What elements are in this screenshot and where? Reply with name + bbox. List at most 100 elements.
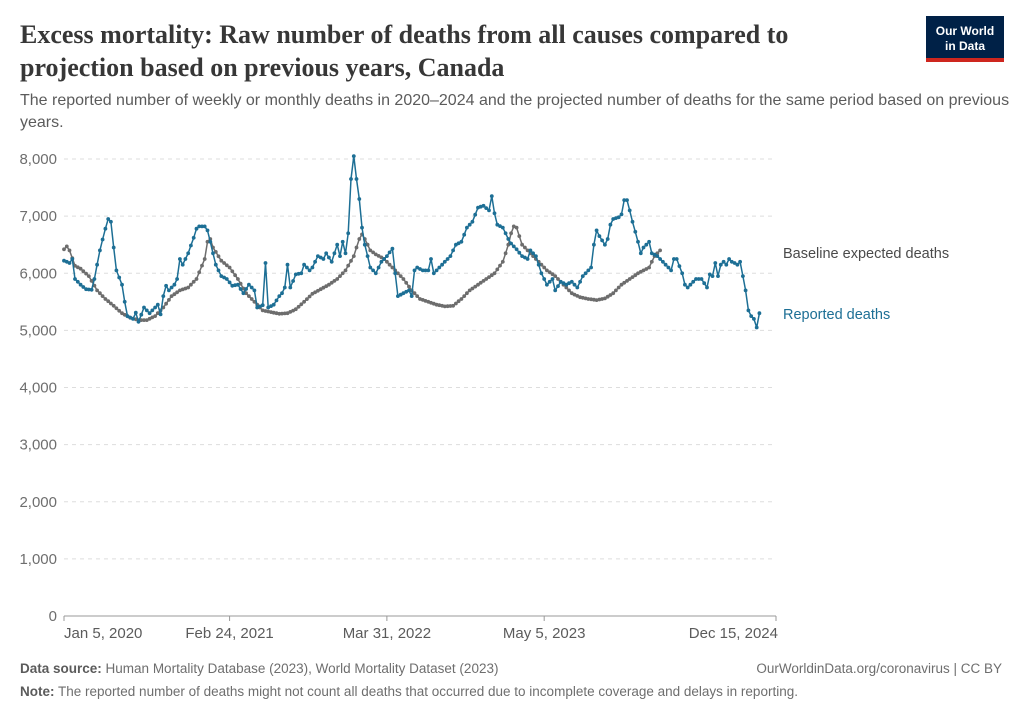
data-point <box>200 224 204 229</box>
data-point <box>459 239 464 244</box>
data-point <box>481 279 486 283</box>
data-point <box>572 282 577 287</box>
legend-label: Reported deaths <box>783 307 890 323</box>
data-point <box>669 268 673 273</box>
data-point <box>465 291 469 296</box>
data-point <box>349 177 353 181</box>
data-point <box>305 297 309 301</box>
data-point <box>89 279 94 283</box>
data-point <box>155 302 160 307</box>
data-point <box>224 263 229 268</box>
owid-logo[interactable]: Our World in Data <box>926 16 1004 62</box>
data-point <box>567 281 571 286</box>
data-point <box>302 299 306 304</box>
data-point <box>589 265 593 270</box>
data-point <box>553 274 558 278</box>
data-point <box>412 268 417 273</box>
data-point <box>550 272 555 277</box>
data-point <box>440 262 444 267</box>
data-point <box>324 251 329 256</box>
y-tick-label: 3,000 <box>19 437 57 454</box>
data-point <box>299 302 304 307</box>
data-point <box>382 257 386 261</box>
data-point <box>445 304 450 309</box>
data-point <box>327 282 331 287</box>
data-point <box>484 206 489 211</box>
data-point <box>630 219 635 224</box>
data-point <box>448 304 453 308</box>
data-point <box>514 225 519 230</box>
data-point <box>644 267 649 271</box>
data-point <box>78 282 83 287</box>
data-point <box>661 259 665 264</box>
data-point <box>329 280 334 285</box>
data-point <box>343 268 348 273</box>
data-point <box>285 262 290 267</box>
data-point <box>387 250 392 255</box>
data-point <box>86 274 91 278</box>
data-point <box>658 257 662 261</box>
data-point <box>133 310 138 315</box>
data-point <box>735 262 740 267</box>
y-tick-label: 2,000 <box>19 494 57 511</box>
data-point <box>738 259 742 264</box>
data-point <box>249 285 254 290</box>
license-link[interactable]: OurWorldinData.org/coronavirus | CC BY <box>756 661 1002 676</box>
data-point <box>517 250 522 255</box>
data-point <box>434 268 439 273</box>
data-point <box>282 285 287 290</box>
data-point <box>89 287 94 292</box>
data-point <box>313 259 317 264</box>
data-point <box>114 306 119 311</box>
data-point <box>109 219 113 224</box>
y-tick-label: 8,000 <box>19 151 57 168</box>
data-point <box>302 262 306 267</box>
data-point <box>84 271 88 276</box>
data-point <box>547 279 552 284</box>
data-point <box>401 277 406 281</box>
data-point <box>396 294 400 298</box>
data-point <box>415 265 420 270</box>
data-point <box>476 282 480 287</box>
data-point <box>205 228 210 233</box>
y-tick-label: 6,000 <box>19 265 57 282</box>
data-point <box>92 277 97 281</box>
data-point <box>70 257 75 261</box>
data-point <box>545 282 549 287</box>
data-point <box>387 262 392 267</box>
data-point <box>175 277 180 281</box>
data-point <box>611 291 616 296</box>
data-point <box>658 248 662 253</box>
data-point <box>473 284 478 289</box>
data-point <box>244 291 249 296</box>
data-point <box>500 259 505 264</box>
data-point <box>603 296 607 301</box>
data-point <box>674 257 679 261</box>
data-point <box>649 251 654 256</box>
data-point <box>332 279 337 283</box>
data-point <box>509 231 513 236</box>
data-point <box>172 292 177 297</box>
data-point <box>467 222 472 227</box>
data-point <box>396 271 400 276</box>
data-point <box>407 284 411 289</box>
logo-line-1: Our World <box>935 24 995 38</box>
data-point <box>685 285 690 290</box>
data-point <box>338 274 342 278</box>
data-point <box>710 274 715 278</box>
data-point <box>95 288 99 293</box>
x-tick-label: Feb 24, 2021 <box>185 625 273 642</box>
x-tick-label: Jan 5, 2020 <box>64 625 142 642</box>
data-point <box>442 304 447 309</box>
data-point <box>139 312 144 317</box>
data-point <box>371 268 375 273</box>
data-point <box>81 269 86 274</box>
data-point <box>167 288 171 293</box>
data-point <box>183 257 188 261</box>
data-point <box>445 257 450 261</box>
data-point <box>313 290 317 295</box>
data-point <box>633 229 638 234</box>
data-point <box>594 228 599 233</box>
data-point <box>316 254 320 258</box>
